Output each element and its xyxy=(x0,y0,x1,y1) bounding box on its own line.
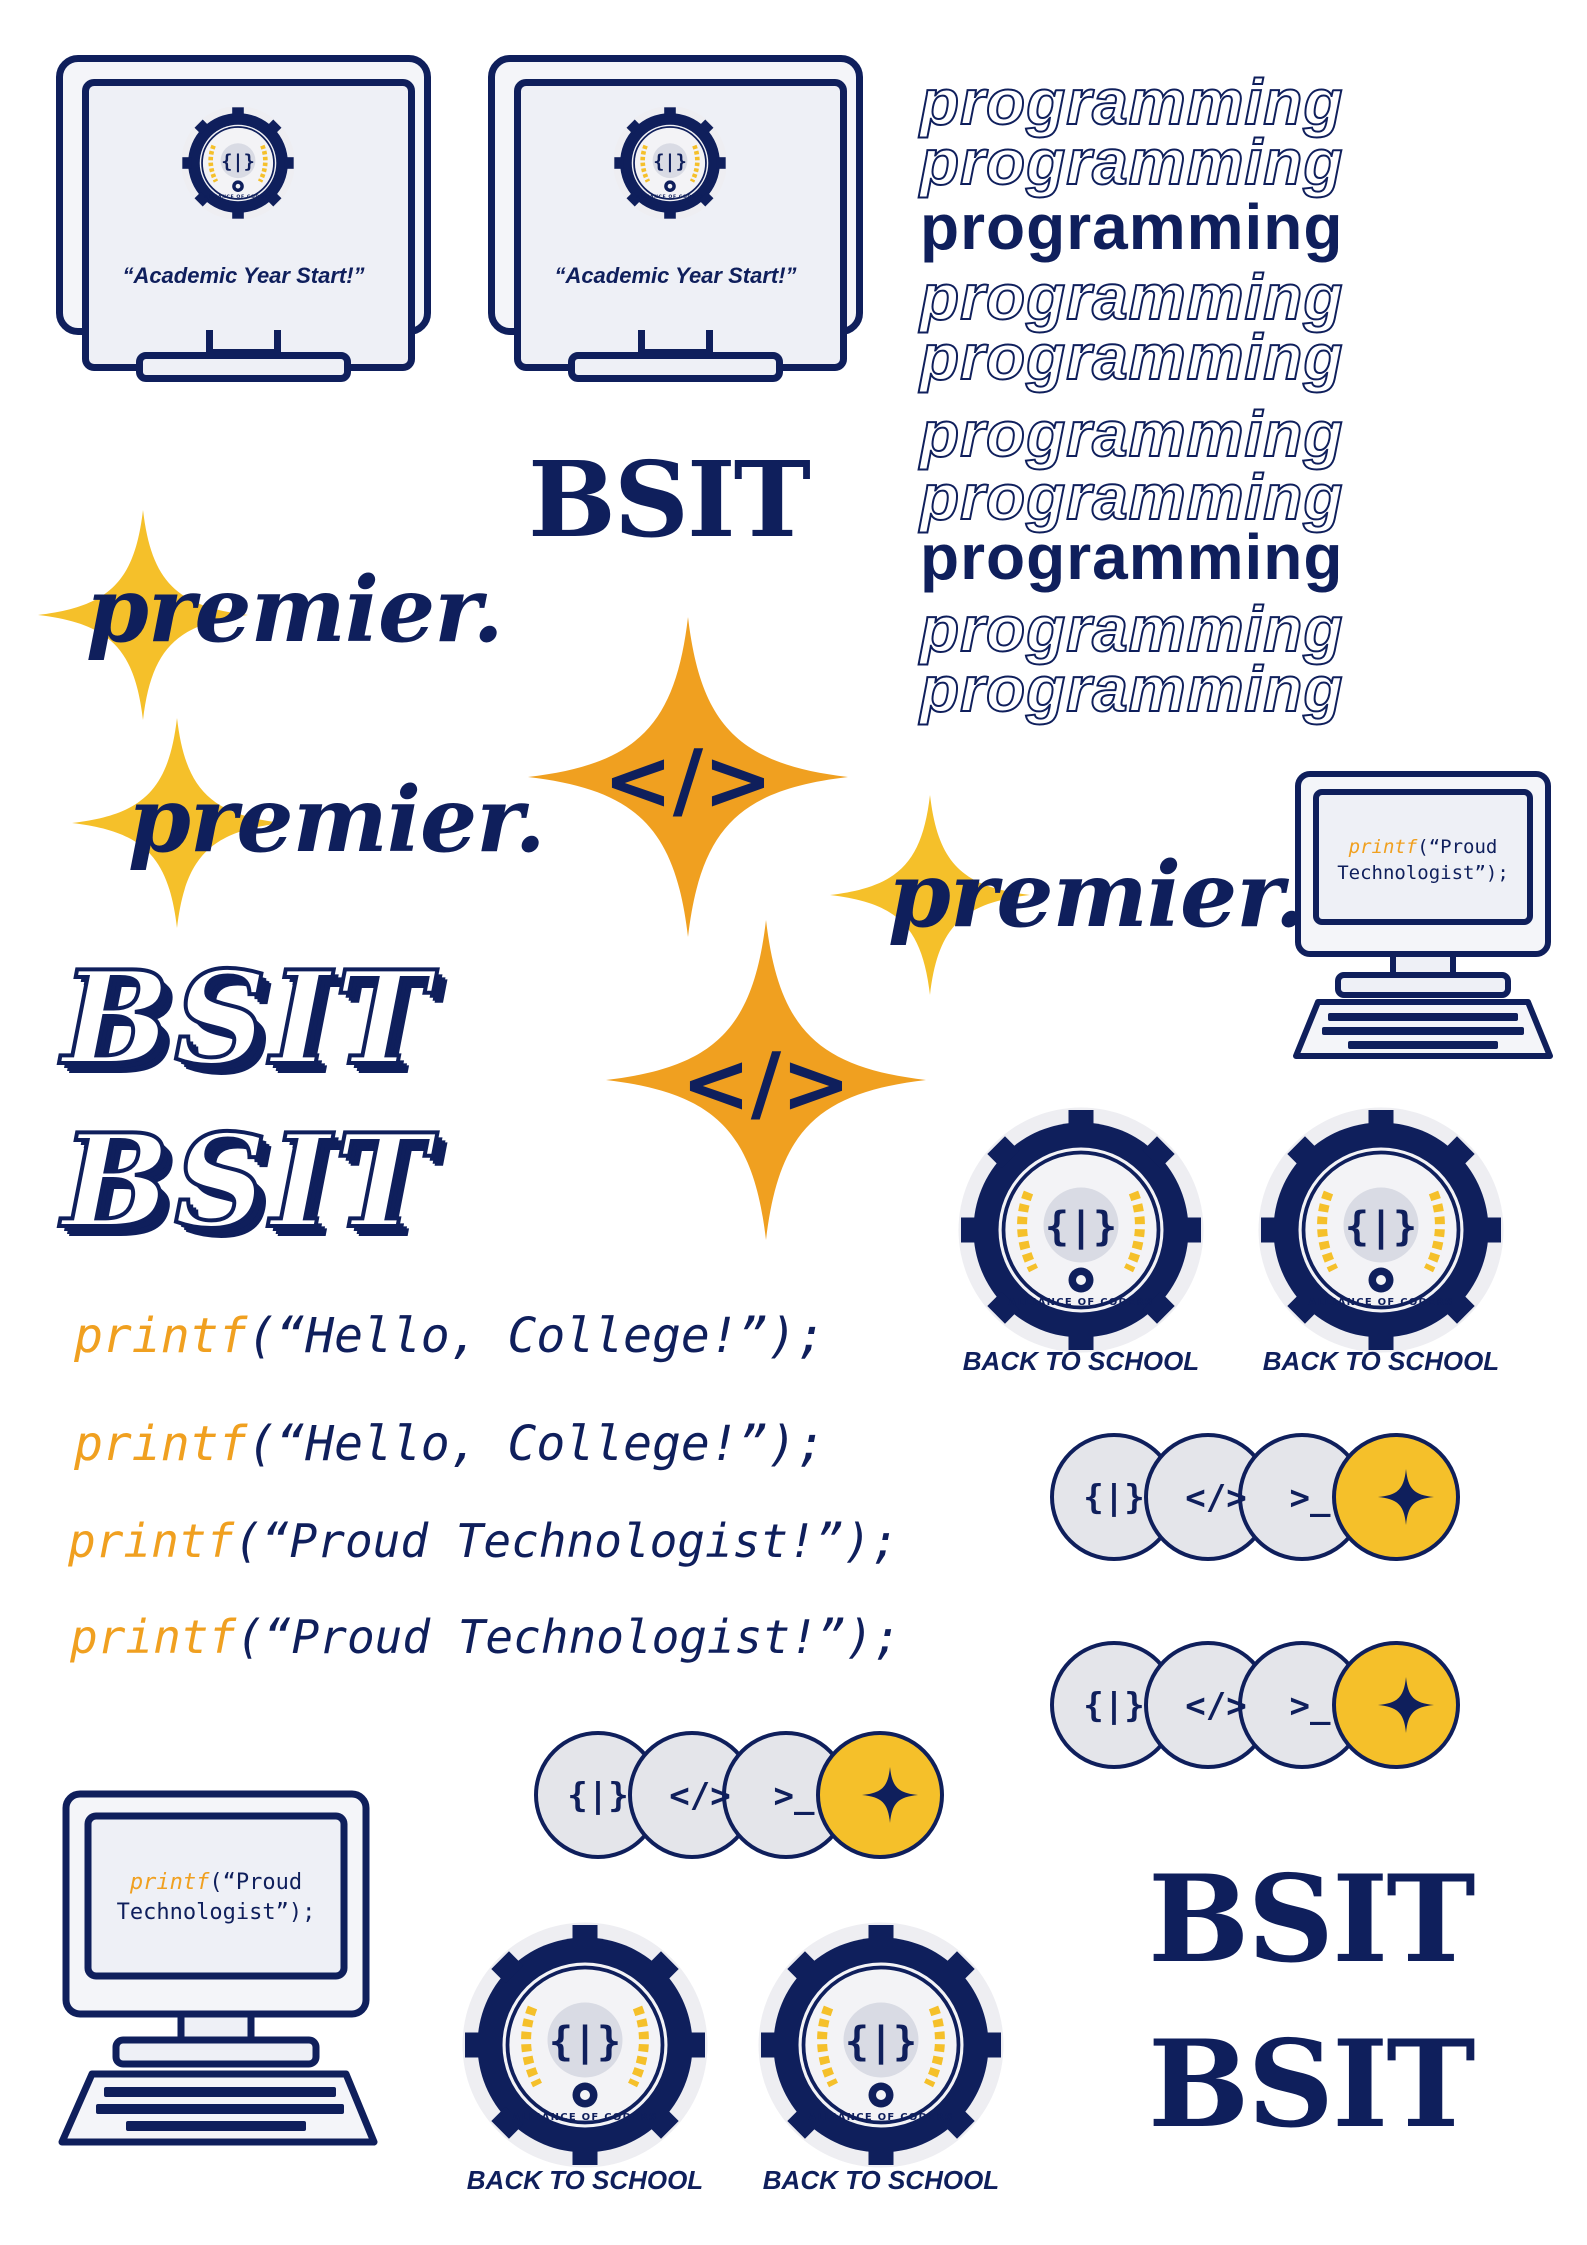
programming-text-bold: programming xyxy=(920,191,1344,263)
star-icon xyxy=(1378,1677,1434,1733)
premier-text: premier. xyxy=(888,842,1306,948)
programming-text: programming xyxy=(919,66,1344,138)
alliance-badge-icon xyxy=(1256,1105,1506,1355)
alliance-badge-icon xyxy=(460,1920,710,2170)
monitor-quote: “Academic Year Start!” xyxy=(122,263,365,288)
code-line: printf(“Hello, College!”); xyxy=(74,1416,826,1472)
code-icons-pill: {|} </> >_ xyxy=(534,1731,944,1859)
alliance-of-coders-logo-icon xyxy=(180,105,296,221)
premier-text: premier. xyxy=(128,767,546,873)
terminal-icon: >_ xyxy=(774,1776,815,1816)
programming-text-bold: programming xyxy=(920,521,1344,593)
monitor-quote: “Academic Year Start!” xyxy=(554,263,797,288)
code-tag-icon: </> xyxy=(669,1776,730,1816)
alliance-badge-icon xyxy=(956,1105,1206,1355)
computer-icon xyxy=(1293,771,1553,1059)
programming-text: programming xyxy=(919,398,1344,470)
code-line: printf(“Hello, College!”); xyxy=(74,1308,826,1364)
bsit-text: BSIT xyxy=(1148,1849,1476,1990)
braces-icon: {|} xyxy=(1083,1686,1144,1726)
monitor-base xyxy=(568,352,783,382)
terminal-icon: >_ xyxy=(1290,1478,1331,1518)
screen-code-line-2: Technologist”); xyxy=(116,1900,316,1925)
monitor-sticker-2: “Academic Year Start!” xyxy=(488,55,873,395)
programming-text: programming xyxy=(919,321,1344,393)
bsit-slab-text: BSIT xyxy=(60,944,434,1094)
code-tag-icon: </> xyxy=(1185,1686,1246,1726)
back-to-school-label: BACK TO SCHOOL xyxy=(466,2165,704,2195)
computer-sticker-left: printf(“Proud Technologist”); xyxy=(56,1790,386,2170)
code-icons-pill: {|} </> >_ xyxy=(1050,1641,1460,1769)
star-icon xyxy=(1378,1469,1434,1525)
monitor-base xyxy=(136,352,351,382)
programming-text: programming xyxy=(919,126,1344,198)
monitor-sticker-1: “Academic Year Start!” xyxy=(56,55,441,395)
braces-icon: {|} xyxy=(567,1776,628,1816)
bsit-text: BSIT xyxy=(1148,2014,1476,2155)
code-line: printf(“Proud Technologist!”); xyxy=(70,1610,901,1664)
code-tag-icon: </> xyxy=(1185,1478,1246,1518)
code-line: printf(“Proud Technologist!”); xyxy=(68,1514,899,1568)
programming-text: programming xyxy=(919,261,1344,333)
terminal-icon: >_ xyxy=(1290,1686,1331,1726)
back-to-school-label: BACK TO SCHOOL xyxy=(1262,1346,1500,1376)
star-icon xyxy=(862,1767,918,1823)
screen-code-line-1: printf(“Proud xyxy=(1348,836,1498,858)
premier-text: premier. xyxy=(86,557,504,663)
programming-text: programming xyxy=(919,593,1344,665)
back-to-school-label: BACK TO SCHOOL xyxy=(962,1346,1200,1376)
braces-icon: {|} xyxy=(1083,1478,1144,1518)
svg-text:</>: </> xyxy=(681,1035,851,1132)
bsit-text: BSIT xyxy=(528,438,811,561)
screen-code-line-1: printf(“Proud xyxy=(129,1870,303,1895)
svg-text:</>: </> xyxy=(603,732,773,829)
code-star-icon: </> xyxy=(528,617,848,937)
alliance-badge-icon xyxy=(756,1920,1006,2170)
bsit-slab-text: BSIT xyxy=(60,1107,434,1257)
programming-text: programming xyxy=(919,653,1344,725)
programming-text: programming xyxy=(919,461,1344,533)
alliance-of-coders-logo-icon xyxy=(612,105,728,221)
computer-sticker-right: printf(“Proud Technologist”); xyxy=(1288,770,1558,1070)
back-to-school-label: BACK TO SCHOOL xyxy=(762,2165,1000,2195)
code-star-icon: </> xyxy=(606,915,926,1245)
screen-code-line-2: Technologist”); xyxy=(1337,862,1509,884)
computer-icon xyxy=(58,1790,378,2146)
code-icons-pill: {|} </> >_ xyxy=(1050,1433,1460,1561)
